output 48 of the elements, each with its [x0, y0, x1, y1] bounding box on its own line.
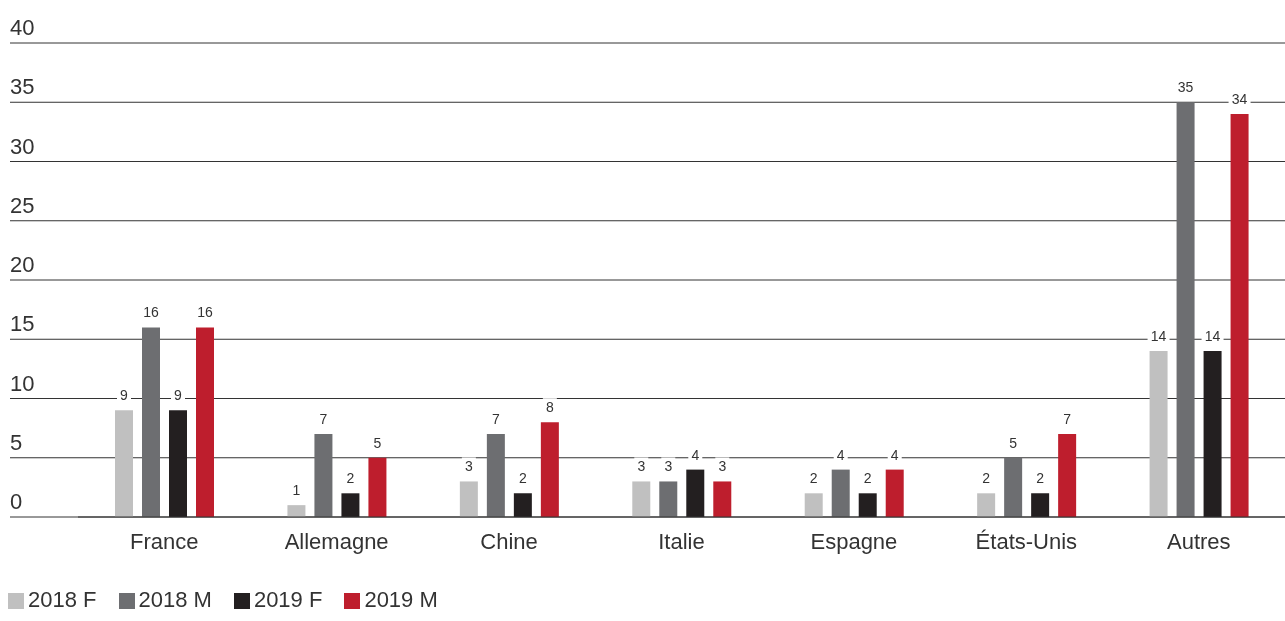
- data-label: 16: [143, 304, 159, 321]
- y-tick-label: 35: [10, 74, 35, 100]
- x-tick-label: Allemagne: [284, 528, 389, 554]
- data-label: 2: [809, 470, 818, 487]
- x-tick-label: Espagne: [810, 528, 898, 554]
- data-label: 4: [691, 446, 700, 463]
- y-tick-label: 30: [10, 133, 35, 159]
- x-tick-label: Chine: [480, 528, 538, 554]
- legend-label: 2018 M: [138, 587, 212, 612]
- data-label: 3: [637, 458, 646, 475]
- y-tick-label: 5: [10, 429, 23, 455]
- data-label: 3: [664, 458, 673, 475]
- data-label: 16: [197, 304, 213, 321]
- data-label: 2: [982, 470, 991, 487]
- data-label: 9: [174, 387, 183, 404]
- data-label: 9: [120, 387, 129, 404]
- data-label: 2: [863, 470, 872, 487]
- y-tick-label: 25: [10, 192, 35, 218]
- data-label: 8: [545, 399, 554, 416]
- y-tick-label: 10: [10, 370, 35, 396]
- y-tick-label: 20: [10, 252, 35, 277]
- data-label: 34: [1231, 91, 1248, 108]
- data-label: 14: [1204, 328, 1221, 345]
- x-tick-label: France: [129, 528, 199, 554]
- data-label: 3: [718, 458, 727, 475]
- y-tick-label: 0: [10, 489, 23, 514]
- data-label: 2: [1036, 470, 1045, 487]
- data-label: 4: [890, 446, 899, 463]
- data-label: 5: [1009, 434, 1018, 451]
- x-tick-label: Autres: [1166, 528, 1231, 554]
- data-label: 1: [292, 482, 301, 499]
- data-label: 4: [836, 446, 845, 463]
- data-label: 3: [464, 458, 473, 475]
- y-tick-label: 15: [10, 311, 35, 337]
- data-label: 7: [491, 411, 500, 428]
- legend-label: 2019 M: [364, 587, 438, 612]
- legend-label: 2019 F: [253, 587, 323, 612]
- legend-label: 2018 F: [28, 587, 97, 612]
- x-tick-label: États-Unis: [975, 528, 1078, 554]
- data-label: 14: [1150, 328, 1167, 345]
- data-label: 35: [1177, 79, 1194, 96]
- x-tick-label: Italie: [658, 528, 705, 554]
- data-label: 7: [319, 411, 328, 428]
- y-tick-label: 40: [10, 15, 35, 40]
- data-label: 5: [373, 434, 382, 451]
- data-label: 2: [518, 470, 527, 487]
- data-label: 7: [1063, 411, 1072, 428]
- data-label: 2: [346, 470, 355, 487]
